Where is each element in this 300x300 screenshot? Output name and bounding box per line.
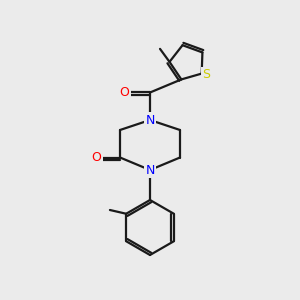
Text: N: N	[145, 164, 155, 176]
Text: S: S	[202, 68, 210, 81]
Text: N: N	[145, 113, 155, 127]
Text: O: O	[120, 86, 129, 99]
Text: O: O	[91, 151, 101, 164]
